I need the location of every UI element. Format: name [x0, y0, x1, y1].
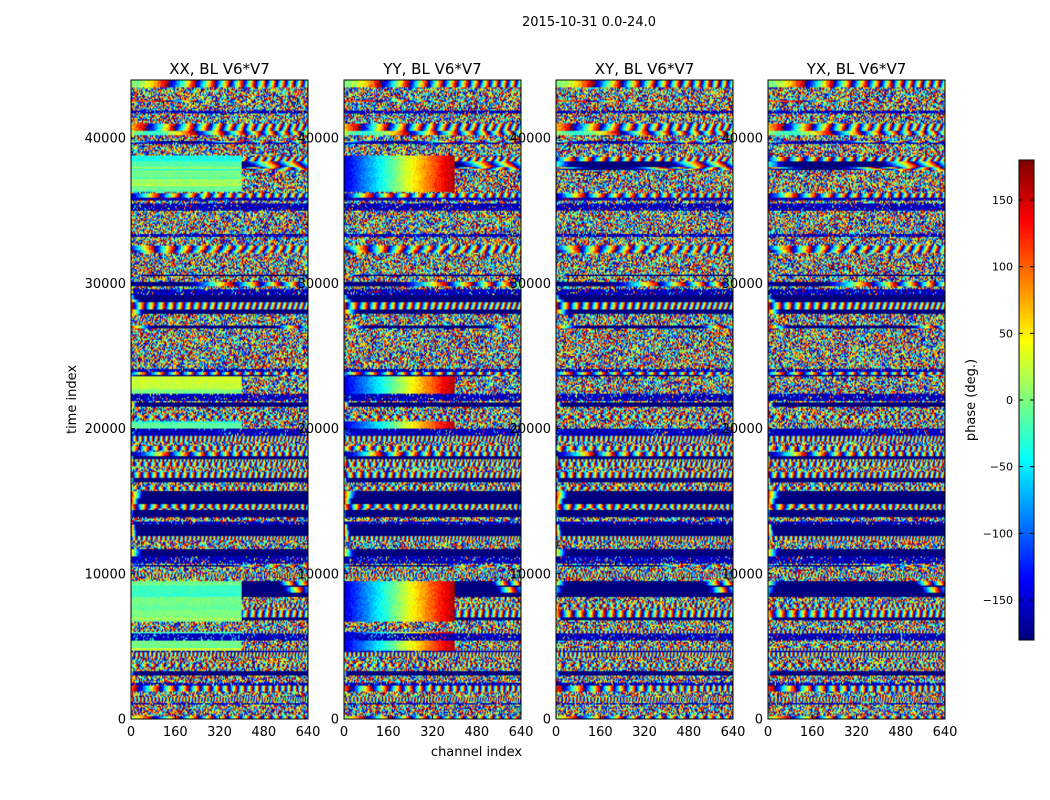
- y-tick-label: 10000: [298, 567, 339, 582]
- colorbar-tick-label: −150: [983, 594, 1013, 607]
- y-tick-label: 20000: [510, 422, 551, 437]
- y-tick-label: 40000: [510, 132, 551, 147]
- x-tick-label: 640: [721, 725, 746, 740]
- colorbar-tick-label: −100: [983, 527, 1013, 540]
- heatmap-image: [556, 80, 733, 719]
- panel-title: XY, BL V6*V7: [595, 60, 695, 78]
- y-tick-label: 0: [331, 713, 339, 728]
- y-tick-label: 10000: [722, 567, 763, 582]
- panel-title: XX, BL V6*V7: [169, 60, 270, 78]
- x-tick-label: 0: [764, 725, 772, 740]
- x-tick-label: 320: [844, 725, 869, 740]
- y-tick-label: 30000: [85, 277, 126, 292]
- y-tick-label: 30000: [298, 277, 339, 292]
- y-tick-label: 0: [118, 713, 126, 728]
- y-tick-label: 0: [543, 713, 551, 728]
- x-tick-label: 480: [464, 725, 489, 740]
- x-tick-label: 160: [163, 725, 188, 740]
- x-tick-label: 160: [800, 725, 825, 740]
- x-tick-label: 480: [251, 725, 276, 740]
- panel-title: YY, BL V6*V7: [382, 60, 481, 78]
- heatmap-image: [344, 80, 521, 719]
- y-tick-label: 10000: [510, 567, 551, 582]
- panels: XX, BL V6*V7 0 160 320 480 640 0 10000 20000 3000…: [65, 60, 957, 760]
- heatmap-image: [768, 80, 945, 719]
- panel-4: YX, BL V6*V7 0 160 320 480 640 0 10000 20000 3000…: [722, 60, 958, 740]
- colorbar-tick-label: 150: [992, 194, 1013, 207]
- y-axis-label: time index: [65, 365, 80, 434]
- colorbar-tick-label: 100: [992, 261, 1013, 274]
- x-tick-label: 320: [632, 725, 657, 740]
- y-tick-label: 0: [755, 713, 763, 728]
- colorbar-tick-label: −50: [990, 461, 1013, 474]
- x-tick-label: 640: [296, 725, 321, 740]
- colorbar: 150 100 50 0 −50 −100 −150 phase (deg.): [964, 159, 1035, 641]
- colorbar-tick-label: 0: [1006, 394, 1013, 407]
- x-tick-label: 0: [552, 725, 560, 740]
- panel-3: XY, BL V6*V7 0 160 320 480 640 0 10000 20000 3000…: [510, 60, 746, 740]
- y-tick-label: 30000: [510, 277, 551, 292]
- x-tick-label: 320: [420, 725, 445, 740]
- figure-suptitle: 2015-10-31 0.0-24.0: [522, 15, 656, 30]
- x-tick-label: 640: [509, 725, 534, 740]
- panel-1: XX, BL V6*V7 0 160 320 480 640 0 10000 20000 3000…: [65, 60, 320, 740]
- y-tick-label: 40000: [298, 132, 339, 147]
- y-tick-label: 20000: [298, 422, 339, 437]
- x-tick-label: 0: [340, 725, 348, 740]
- colorbar-label: phase (deg.): [964, 359, 979, 441]
- y-tick-label: 40000: [722, 132, 763, 147]
- panel-2: YY, BL V6*V7 0 160 320 480 640 0 10000 20000 3000…: [298, 60, 534, 760]
- x-tick-label: 320: [207, 725, 232, 740]
- x-tick-label: 640: [933, 725, 958, 740]
- x-tick-label: 160: [588, 725, 613, 740]
- x-tick-label: 0: [127, 725, 135, 740]
- x-tick-label: 480: [676, 725, 701, 740]
- x-tick-label: 160: [376, 725, 401, 740]
- y-tick-label: 40000: [85, 132, 126, 147]
- colorbar-gradient: [1019, 160, 1034, 640]
- y-tick-label: 20000: [722, 422, 763, 437]
- y-tick-label: 30000: [722, 277, 763, 292]
- heatmap-image: [131, 80, 308, 719]
- y-tick-label: 10000: [85, 567, 126, 582]
- y-tick-label: 20000: [85, 422, 126, 437]
- panel-title: YX, BL V6*V7: [806, 60, 907, 78]
- x-tick-label: 480: [888, 725, 913, 740]
- x-axis-label: channel index: [431, 745, 522, 760]
- colorbar-tick-label: 50: [999, 327, 1013, 340]
